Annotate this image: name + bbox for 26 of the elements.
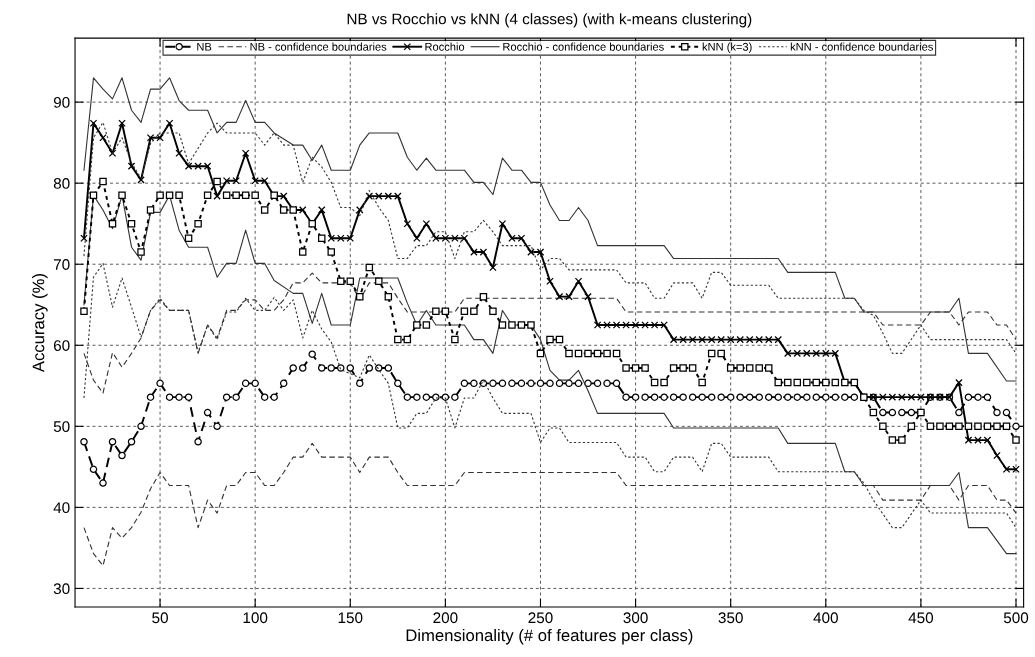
- legend-label: kNN - confidence boundaries: [790, 42, 933, 51]
- chart-title: NB vs Rocchio vs kNN (4 classes) (with k-means clustering): [347, 13, 752, 28]
- y-tick-label: 60: [53, 340, 70, 351]
- x-tick-label: 150: [338, 612, 363, 624]
- x-tick-label: 250: [528, 612, 553, 624]
- y-tick-label: 30: [53, 583, 70, 595]
- x-tick-label: 50: [152, 612, 168, 624]
- legend-label: kNN (k=3): [702, 42, 752, 53]
- y-tick-label: 90: [53, 97, 70, 108]
- x-tick-label: 500: [1003, 612, 1029, 624]
- y-tick-label: 40: [53, 502, 70, 514]
- legend-label: NB - confidence boundaries: [250, 42, 387, 51]
- y-tick-label: 70: [53, 259, 70, 270]
- x-tick-label: 450: [908, 612, 934, 624]
- x-tick-label: 400: [813, 612, 838, 624]
- x-tick-label: 200: [433, 612, 458, 624]
- legend-label: Rocchio - confidence boundaries: [503, 42, 664, 51]
- y-tick-label: 80: [53, 178, 70, 189]
- x-axis-title: Dimensionality (# of features per class): [406, 628, 693, 645]
- y-axis-title: Accuracy (%): [32, 274, 48, 373]
- x-tick-label: 100: [243, 612, 268, 624]
- legend-label: Rocchio: [425, 42, 465, 51]
- legend-label: NB: [197, 42, 212, 51]
- x-tick-label: 300: [623, 612, 648, 624]
- y-tick-label: 50: [53, 421, 70, 433]
- x-tick-label: 350: [718, 612, 743, 624]
